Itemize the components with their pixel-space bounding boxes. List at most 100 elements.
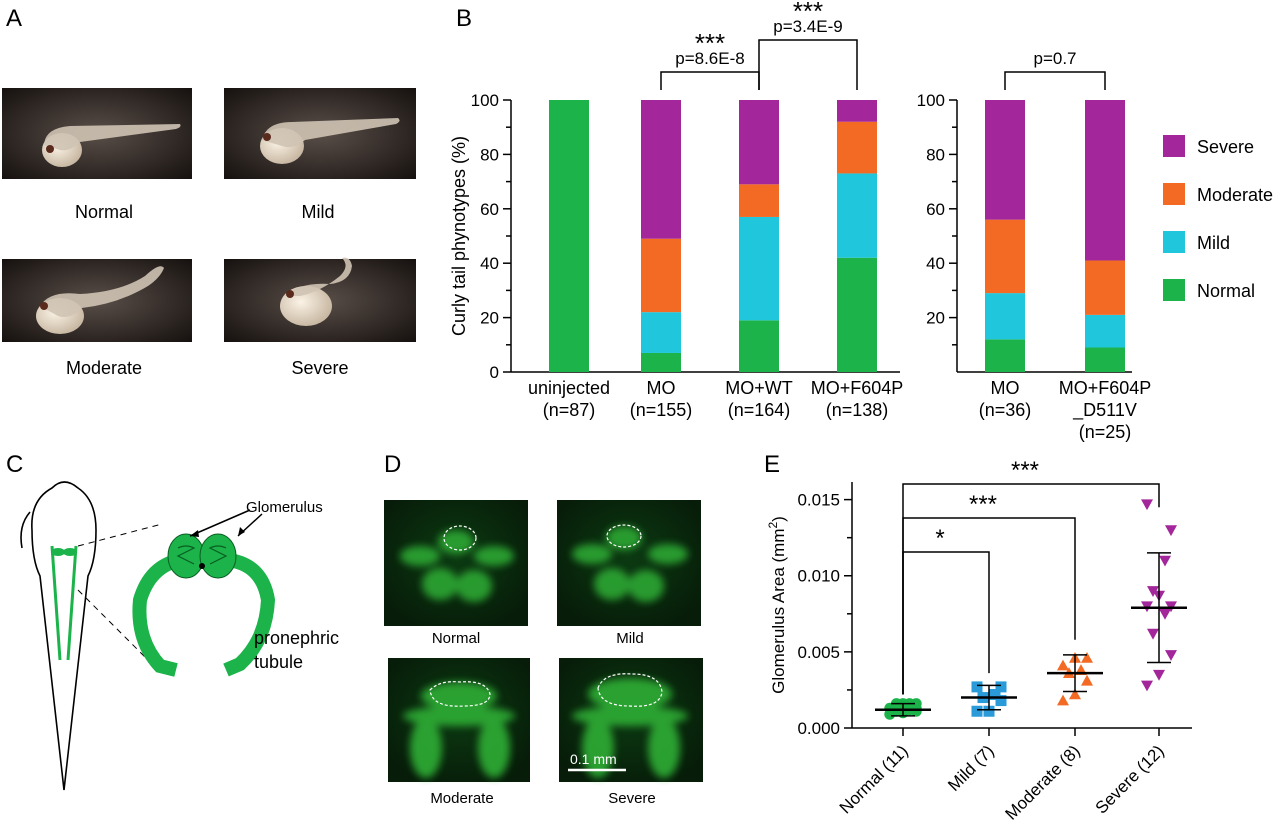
bar-segment-normal (985, 339, 1025, 372)
x-tick-label-n: (n=164) (728, 400, 791, 420)
y-tick-label: 80 (926, 145, 945, 164)
embryo-photo-moderate (2, 259, 192, 342)
bar-segment-mild (837, 173, 877, 258)
legend-label-moderate: Moderate (1197, 185, 1273, 205)
data-point-severe (1147, 586, 1159, 597)
legend-label-mild: Mild (1197, 233, 1230, 253)
legend-label-normal: Normal (1197, 281, 1255, 301)
significance-bracket (758, 39, 858, 90)
data-point-moderate (1069, 688, 1081, 700)
embryo-photo-severe (224, 257, 416, 342)
zoom-guide-top (77, 523, 163, 547)
significance-stars: *** (969, 491, 997, 518)
y-tick-label: 60 (480, 200, 499, 219)
y-tick-label: 100 (917, 91, 945, 110)
y-tick-label: 0.005 (797, 643, 840, 662)
data-point-severe (1165, 525, 1177, 537)
significance-bracket (660, 71, 760, 90)
zebrafish-larva-outline (20, 481, 97, 791)
significance-stars: *** (695, 28, 725, 58)
panel-label-d: D (384, 451, 401, 478)
data-point-severe (1165, 650, 1177, 661)
data-point-mild (971, 705, 983, 717)
legend-label-severe: Severe (1197, 137, 1254, 157)
x-tick-label: Mild (7) (944, 741, 998, 795)
bar-segment-mild (985, 293, 1025, 340)
panel-c: C Glomerulus pronephric tubule (6, 451, 339, 791)
data-point-severe (1141, 680, 1153, 692)
significance-bracket (902, 551, 990, 695)
significance-stars: *** (793, 0, 823, 26)
caption-normal-d: Normal (432, 630, 480, 647)
embryo-photo-normal (2, 88, 192, 179)
data-point-moderate (1081, 674, 1093, 686)
data-point-severe (1153, 669, 1165, 681)
caption-severe-a: Severe (291, 358, 348, 378)
bar-segment-severe (641, 100, 681, 239)
y-axis-title: Glomerulus Area (mm2) (766, 516, 788, 694)
fluorescence-image-severe: 0.1 mm (559, 658, 703, 782)
bar-segment-mild (641, 312, 681, 353)
bar-segment-mild (739, 216, 779, 321)
caption-severe-d: Severe (608, 790, 656, 807)
panel-label-c: C (6, 451, 23, 478)
embryo-photo-mild (224, 88, 416, 179)
y-tick-label: 0.000 (797, 719, 840, 738)
bar-segment-severe (985, 100, 1025, 220)
y-tick-label: 80 (480, 145, 499, 164)
caption-normal-a: Normal (75, 202, 133, 222)
tubule-label: tubule (254, 652, 303, 672)
x-tick-label: uninjected (528, 378, 610, 398)
bar-segment-severe (739, 100, 779, 185)
pronephric-label: pronephric (254, 628, 339, 648)
x-tick-label: MO+F604P (811, 378, 904, 398)
p-value-label: p=0.7 (1033, 49, 1076, 68)
chart-curly-tail-main: 0 20 40 60 80 100 Curly tail phynotypes (%) uni… (449, 0, 903, 420)
chart-curly-tail-rescue: 20 40 60 80 100 MO(n=36) MO+F604P_D511V(n=25) p… (917, 49, 1273, 442)
y-tick-label: 0.015 (797, 491, 840, 510)
y-axis-title-close: ) (769, 516, 788, 522)
data-point-mild (989, 689, 1001, 701)
x-tick-label-n: (n=25) (1079, 422, 1132, 442)
panel-label-a: A (6, 5, 22, 32)
legend-swatch-mild (1163, 231, 1185, 253)
data-point-mild (983, 705, 995, 717)
data-point-normal (910, 698, 922, 710)
data-point-severe (1159, 609, 1171, 620)
x-tick-label: MO (647, 378, 676, 398)
p-value-label: p=3.4E-9 (773, 17, 842, 36)
bar-segment-normal (641, 352, 681, 372)
legend-swatch-moderate (1163, 183, 1185, 205)
panel-d: D Normal Mild (384, 451, 703, 807)
panel-label-b: B (456, 5, 472, 32)
fluorescence-image-moderate (388, 658, 530, 782)
y-tick-label: 0 (490, 363, 499, 382)
y-tick-label: 40 (480, 254, 499, 273)
bar-segment-severe (1085, 100, 1125, 261)
y-axis-title: Curly tail phynotypes (%) (449, 136, 469, 336)
legend-swatch-severe (1163, 135, 1185, 157)
glomerulus-label: Glomerulus (246, 499, 323, 516)
y-tick-label: 20 (926, 309, 945, 328)
data-point-mild (995, 681, 1007, 693)
caption-moderate-d: Moderate (430, 790, 493, 807)
caption-mild-d: Mild (616, 630, 644, 647)
data-point-severe (1141, 499, 1153, 511)
panel-a: A Normal Mild Moderate (2, 5, 416, 378)
y-axis-title-sup: 2 (766, 522, 780, 529)
y-axis-title-text: Glomerulus Area (mm (769, 529, 788, 694)
bar-segment-mild (1085, 314, 1125, 348)
significance-stars: * (935, 525, 944, 552)
pronephros-diagram (132, 509, 276, 677)
data-point-mild (971, 681, 983, 693)
data-point-moderate (1057, 659, 1069, 671)
bar-segment-moderate (739, 184, 779, 217)
data-point-mild (995, 695, 1007, 707)
data-point-moderate (1081, 651, 1093, 663)
x-tick-label: Normal (11) (836, 741, 912, 817)
bar-segment-normal (837, 257, 877, 372)
p-value-label: p=8.6E-8 (675, 49, 744, 68)
data-point-severe (1147, 628, 1159, 640)
significance-bracket (1004, 71, 1106, 90)
